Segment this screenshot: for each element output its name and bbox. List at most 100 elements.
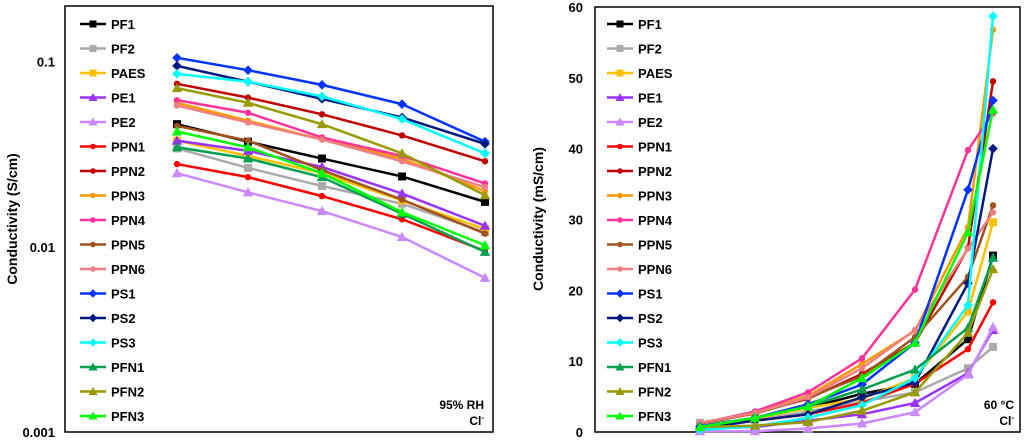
data-point <box>481 197 489 206</box>
legend-label: PF1 <box>111 17 135 32</box>
legend-label: PS3 <box>111 336 136 351</box>
data-point <box>909 397 921 407</box>
data-point <box>909 364 921 374</box>
data-point <box>989 202 997 209</box>
legend-item-ppn4: PPN4 <box>607 213 673 228</box>
legend-marker <box>90 168 96 174</box>
data-point <box>173 96 181 104</box>
legend-label: PPN4 <box>111 213 146 228</box>
legend-label: PS1 <box>111 287 136 302</box>
legend-item-paes: PAES <box>80 66 146 81</box>
legend-label: PPN5 <box>638 238 672 253</box>
data-point <box>857 400 867 410</box>
legend-item-pfn3: PFN3 <box>607 409 671 424</box>
data-point <box>318 192 326 200</box>
data-point <box>989 299 997 306</box>
legend-label: PFN3 <box>111 409 144 424</box>
data-point <box>989 218 997 227</box>
data-point <box>856 384 868 394</box>
data-point <box>171 126 183 136</box>
legend-item-ppn5: PPN5 <box>80 238 145 253</box>
legend-label: PPN1 <box>111 140 145 155</box>
legend-marker <box>615 362 625 371</box>
legend-item-ppn1: PPN1 <box>80 140 145 155</box>
legend-label: PFN2 <box>111 385 144 400</box>
data-point <box>318 182 326 191</box>
data-point <box>316 167 328 178</box>
data-point <box>398 158 406 165</box>
data-point <box>244 137 252 144</box>
data-point <box>318 154 326 163</box>
data-point <box>481 184 489 191</box>
legend-item-ppn5: PPN5 <box>607 238 672 253</box>
data-point <box>318 111 326 118</box>
data-point <box>242 142 254 152</box>
legend-label: PS1 <box>638 287 663 302</box>
data-point <box>398 196 406 203</box>
data-point <box>479 220 491 230</box>
legend-marker <box>90 217 96 223</box>
legend-marker <box>90 192 96 199</box>
right-chart: Conductivity (mS/cm) 60 °C Cl- 0 10 20 30 40… <box>530 0 1021 440</box>
legend-label: PPN3 <box>638 189 672 204</box>
data-point <box>173 122 181 130</box>
legend-marker <box>89 69 97 77</box>
legend-item-pe2: PE2 <box>80 115 136 130</box>
legend-item-ppn6: PPN6 <box>607 262 672 277</box>
data-point <box>244 119 252 126</box>
legend-marker <box>615 338 625 347</box>
legend-marker <box>88 313 98 323</box>
data-point <box>694 421 706 432</box>
legend-label: PF2 <box>111 42 135 57</box>
series-ppn6 <box>173 102 489 191</box>
data-point <box>987 321 999 332</box>
legend-label: PPN6 <box>111 262 145 277</box>
series-pf2 <box>173 144 489 237</box>
legend-marker <box>616 20 624 28</box>
legend-marker <box>615 117 625 126</box>
legend-marker <box>88 117 98 126</box>
data-point <box>479 240 491 250</box>
data-point <box>318 136 326 143</box>
y-tick-label: 0.01 <box>30 240 55 255</box>
data-point <box>857 392 867 403</box>
legend-label: PPN6 <box>638 262 672 277</box>
right-y-axis-label: Conductivity (mS/cm) <box>530 147 546 291</box>
data-point <box>911 326 919 334</box>
y-tick-label: 10 <box>569 354 583 369</box>
legend-item-pfn3: PFN3 <box>80 409 144 424</box>
legend-marker <box>615 386 625 395</box>
data-point <box>479 246 491 256</box>
legend-label: PE1 <box>111 91 136 106</box>
legend-item-ppn6: PPN6 <box>80 262 145 277</box>
data-point <box>244 109 252 116</box>
data-point <box>962 369 974 379</box>
data-point <box>171 167 183 178</box>
data-point <box>964 345 972 353</box>
left-annotation-ion: Cl- <box>469 413 484 428</box>
legend-marker <box>89 45 97 52</box>
series-pf1 <box>173 120 489 206</box>
legend-item-pfn1: PFN1 <box>607 360 671 375</box>
data-point <box>964 335 972 344</box>
data-point <box>171 82 183 93</box>
data-point <box>480 139 490 149</box>
data-point <box>173 160 181 168</box>
y-tick-label: 0 <box>576 425 583 440</box>
legend-item-pe1: PE1 <box>607 91 663 106</box>
data-point <box>988 143 998 154</box>
legend-marker <box>617 192 623 199</box>
legend-marker <box>89 20 97 28</box>
series-line <box>176 64 486 146</box>
data-point <box>962 227 974 237</box>
data-point <box>172 61 182 71</box>
data-point <box>172 69 182 79</box>
legend-label: PS2 <box>638 311 663 326</box>
left-chart: Conductivity (S/cm) 95% RH Cl- 0.001 0.01… <box>4 5 494 440</box>
data-point <box>242 97 254 107</box>
data-point <box>909 406 921 417</box>
legend-marker <box>617 241 623 248</box>
legend-label: PPN1 <box>638 140 672 155</box>
data-point <box>802 423 814 433</box>
legend-item-pf2: PF2 <box>607 42 662 57</box>
